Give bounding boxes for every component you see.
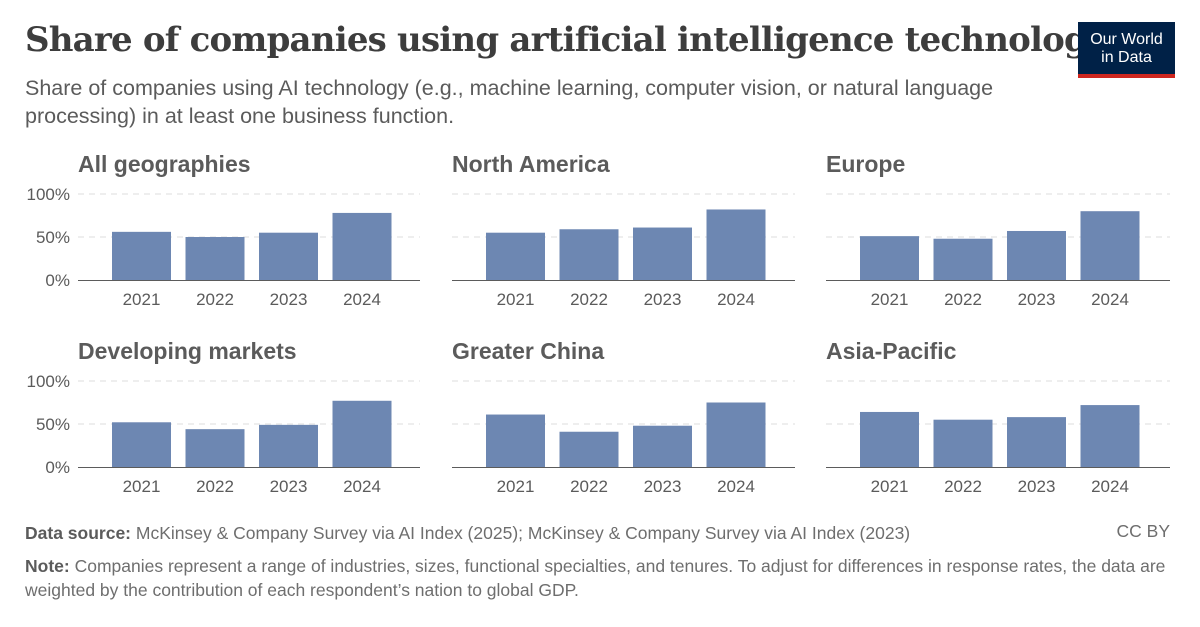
bar xyxy=(1007,230,1066,280)
logo-line-1: Our World xyxy=(1090,31,1163,48)
panel-title: Developing markets xyxy=(78,338,297,364)
x-tick-label: 2022 xyxy=(196,477,234,496)
bar xyxy=(1007,417,1066,467)
x-tick-label: 2023 xyxy=(644,477,682,496)
x-tick-label: 2022 xyxy=(196,290,234,309)
x-tick-label: 2023 xyxy=(1018,477,1056,496)
x-tick-label: 2022 xyxy=(944,477,982,496)
x-tick-label: 2023 xyxy=(270,290,308,309)
data-source-text[interactable]: McKinsey & Company Survey via AI Index (… xyxy=(135,523,911,543)
bar xyxy=(486,232,545,280)
owid-logo[interactable]: Our World in Data xyxy=(1078,22,1175,78)
y-tick-label: 100% xyxy=(27,185,70,204)
x-tick-label: 2024 xyxy=(343,290,381,309)
x-tick-label: 2021 xyxy=(123,477,161,496)
x-tick-label: 2021 xyxy=(497,290,535,309)
bar xyxy=(559,431,619,467)
panel-title: North America xyxy=(452,151,610,177)
panel-title: Asia-Pacific xyxy=(826,338,957,364)
y-tick-label: 50% xyxy=(36,228,70,247)
note-label: Note: xyxy=(25,556,70,576)
bar xyxy=(933,238,993,280)
panel-title: All geographies xyxy=(78,151,251,177)
note: Note: Companies represent a range of ind… xyxy=(25,554,1175,602)
x-tick-label: 2024 xyxy=(1091,477,1129,496)
bar xyxy=(112,231,171,280)
x-tick-label: 2024 xyxy=(717,477,755,496)
x-tick-label: 2022 xyxy=(944,290,982,309)
x-tick-label: 2022 xyxy=(570,477,608,496)
x-tick-label: 2021 xyxy=(497,477,535,496)
x-tick-label: 2023 xyxy=(270,477,308,496)
x-tick-label: 2021 xyxy=(123,290,161,309)
note-text: Companies represent a range of industrie… xyxy=(25,556,1166,600)
y-tick-label: 0% xyxy=(45,271,70,290)
x-tick-label: 2024 xyxy=(343,477,381,496)
bar xyxy=(633,425,692,467)
y-tick-label: 0% xyxy=(45,458,70,477)
bar xyxy=(259,232,318,280)
y-tick-label: 50% xyxy=(36,415,70,434)
bar xyxy=(185,237,245,280)
x-tick-label: 2023 xyxy=(1018,290,1056,309)
panel-title: Europe xyxy=(826,151,905,177)
bar xyxy=(1080,211,1140,280)
x-tick-label: 2021 xyxy=(871,290,909,309)
data-source: Data source: McKinsey & Company Survey v… xyxy=(25,521,910,545)
data-source-label: Data source: xyxy=(25,523,132,543)
bar xyxy=(1080,405,1140,467)
chart-title: Share of companies using artificial inte… xyxy=(25,20,1107,60)
bar xyxy=(933,419,993,467)
bar xyxy=(185,429,245,467)
bar xyxy=(259,424,318,467)
bar xyxy=(112,422,171,467)
bar xyxy=(706,402,766,467)
x-tick-label: 2024 xyxy=(1091,290,1129,309)
bar xyxy=(486,414,545,467)
bar xyxy=(860,411,919,467)
y-tick-label: 100% xyxy=(27,372,70,391)
bar xyxy=(559,229,619,280)
x-tick-label: 2021 xyxy=(871,477,909,496)
bar xyxy=(706,209,766,280)
x-tick-label: 2024 xyxy=(717,290,755,309)
bar xyxy=(633,227,692,280)
bar xyxy=(332,212,392,280)
chart-subtitle: Share of companies using AI technology (… xyxy=(25,76,994,128)
logo-line-2: in Data xyxy=(1101,49,1152,66)
x-tick-label: 2023 xyxy=(644,290,682,309)
panel-title: Greater China xyxy=(452,338,604,364)
bar xyxy=(332,400,392,467)
license-link[interactable]: CC BY xyxy=(1116,521,1170,541)
bar xyxy=(860,236,919,280)
x-tick-label: 2022 xyxy=(570,290,608,309)
